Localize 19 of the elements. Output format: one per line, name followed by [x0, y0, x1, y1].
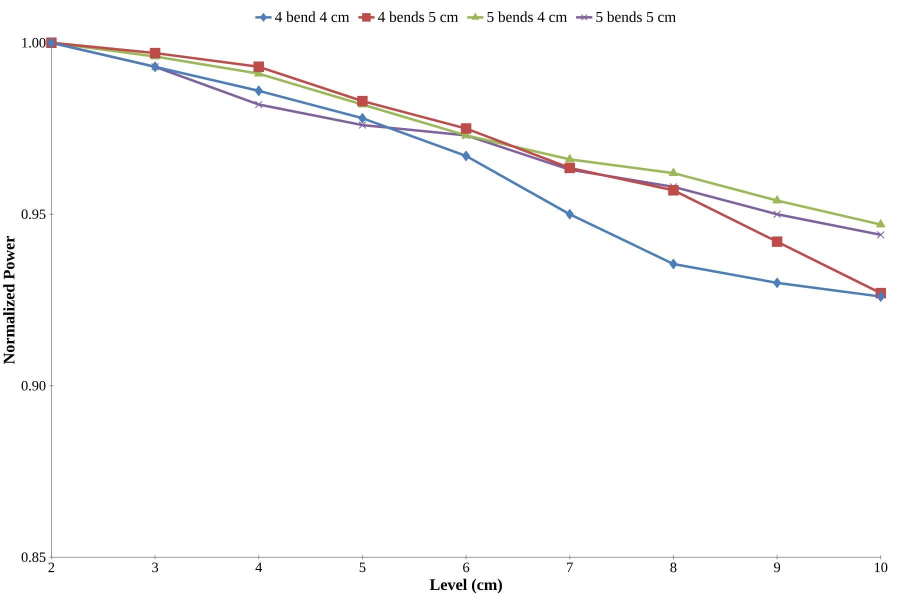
y-tick-label: 0.90: [22, 381, 46, 391]
y-tick-label: 0.85: [22, 552, 46, 562]
x-tick-label: 5: [360, 562, 366, 572]
legend-label: 5 bends 5 cm: [596, 12, 676, 22]
x-tick-label: 10: [874, 562, 888, 572]
x-axis-title: Level (cm): [430, 578, 502, 594]
x-tick-label: 3: [152, 562, 158, 572]
legend-label: 4 bend 4 cm: [275, 12, 350, 22]
legend-label: 5 bends 4 cm: [487, 12, 567, 22]
x-tick-label: 2: [48, 562, 54, 572]
x-tick-label: 8: [670, 562, 676, 572]
x-tick-label: 4: [255, 562, 262, 572]
y-tick-label: 1.00: [22, 38, 46, 48]
x-tick-label: 9: [774, 562, 780, 572]
legend-label: 4 bends 5 cm: [378, 12, 458, 22]
x-tick-label: 7: [567, 562, 573, 572]
y-axis-title: Normalized Power: [3, 236, 15, 364]
x-tick-label: 6: [463, 562, 470, 572]
y-tick-label: 0.95: [22, 210, 46, 220]
